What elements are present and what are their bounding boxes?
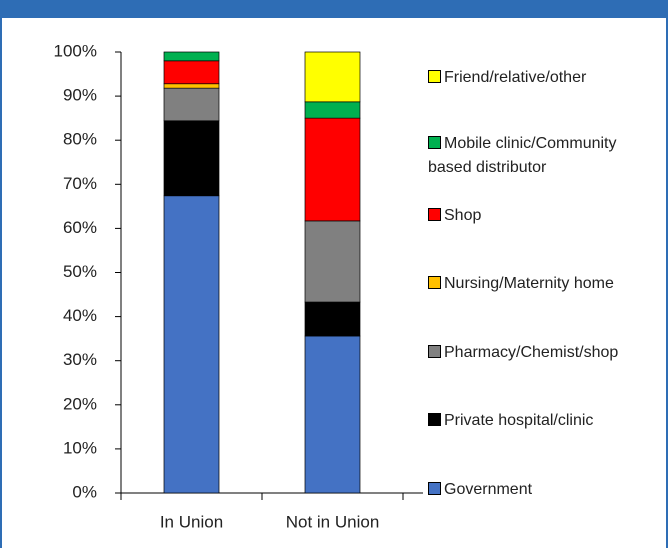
legend-entry: Pharmacy/Chemist/shop xyxy=(428,341,658,365)
legend-swatch xyxy=(428,276,441,289)
y-tick-label: 30% xyxy=(63,350,97,369)
legend-entry: Private hospital/clinic xyxy=(428,409,658,433)
y-tick-label: 100% xyxy=(54,41,97,60)
legend-label: Private hospital/clinic xyxy=(444,412,594,429)
bar-segment xyxy=(304,117,361,222)
y-tick-label: 90% xyxy=(63,86,97,105)
legend-label: Pharmacy/Chemist/shop xyxy=(444,344,619,361)
y-tick-label: 70% xyxy=(63,174,97,193)
legend-label: Friend/relative/other xyxy=(444,69,587,86)
y-tick-label: 50% xyxy=(63,262,97,281)
legend-label: Mobile clinic/Community based distributo… xyxy=(428,135,617,176)
legend-entry: Friend/relative/other xyxy=(428,66,658,90)
y-tick-label: 20% xyxy=(63,394,97,413)
y-tick-label: 80% xyxy=(63,130,97,149)
x-tick-label: In Union xyxy=(160,512,223,531)
legend-swatch xyxy=(428,345,441,358)
y-tick-label: 40% xyxy=(63,306,97,325)
bar-segment xyxy=(304,220,361,303)
legend-label: Shop xyxy=(444,207,482,224)
legend-entry: Mobile clinic/Community based distributo… xyxy=(428,132,658,180)
bar-segment xyxy=(304,335,361,494)
y-tick-label: 0% xyxy=(72,482,97,501)
bar-segment xyxy=(304,101,361,119)
bar-segment xyxy=(304,301,361,337)
legend-entry: Government xyxy=(428,478,658,502)
bar-segment xyxy=(304,51,361,103)
bar-segment xyxy=(163,87,220,122)
bar-segment xyxy=(163,51,220,62)
legend-swatch xyxy=(428,413,441,426)
legend-label: Government xyxy=(444,481,533,498)
bar-segment xyxy=(163,83,220,89)
bar-segment xyxy=(163,120,220,197)
legend-entry: Nursing/Maternity home xyxy=(428,272,658,296)
legend-swatch xyxy=(428,136,441,149)
bar-segment xyxy=(163,195,220,494)
legend-label: Nursing/Maternity home xyxy=(444,275,614,292)
y-tick-label: 10% xyxy=(63,438,97,457)
x-tick-label: Not in Union xyxy=(286,512,380,531)
legend-swatch xyxy=(428,208,441,221)
legend-entry: Shop xyxy=(428,204,658,228)
y-tick-label: 60% xyxy=(63,218,97,237)
legend-swatch xyxy=(428,70,441,83)
bar-segment xyxy=(163,60,220,85)
legend-swatch xyxy=(428,482,441,495)
